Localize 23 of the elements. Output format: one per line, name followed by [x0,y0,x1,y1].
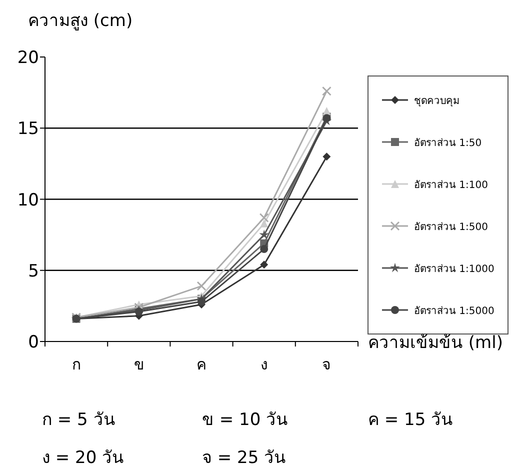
y-tick-label: 10 [17,190,39,210]
x-tick-label: ค [196,356,206,374]
legend-label: ชุดควบคุม [414,96,460,107]
text: จ = 25 วัน [202,448,286,468]
x-tick-label: ก [72,356,81,374]
y-tick-label: 20 [17,48,39,68]
legend-label: อัตราส่วน 1:5000 [414,306,494,317]
y-tick-label: 15 [17,119,39,140]
text: ค = 15 วัน [368,410,454,430]
legend-label: อัตราส่วน 1:100 [414,180,488,191]
y-tick-label: 5 [28,261,39,282]
y-axis-title: ความสูง (cm) [28,11,133,31]
y-tick-label: 0 [28,332,39,352]
text: ข = 10 วัน [202,410,288,430]
x-axis-title: ความเข้มข้น (ml) [368,333,503,353]
x-tick-label: ง [260,356,268,374]
x-tick-label: จ [322,356,332,374]
legend-label: อัตราส่วน 1:50 [414,138,482,149]
legend-label: อัตราส่วน 1:500 [414,222,488,233]
text: ก = 5 วัน [42,410,116,430]
text: ง = 20 วัน [42,448,124,468]
legend-label: อัตราส่วน 1:1000 [414,264,494,275]
x-tick-label: ข [134,356,144,374]
